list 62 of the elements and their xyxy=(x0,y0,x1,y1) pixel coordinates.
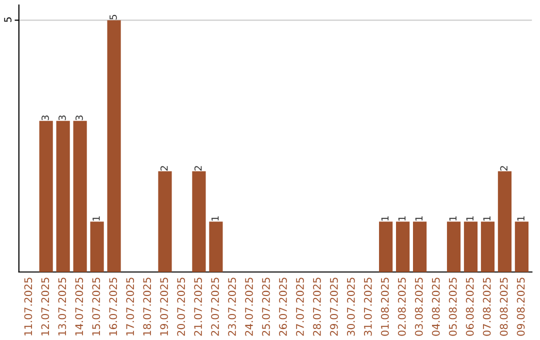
bar xyxy=(39,120,53,272)
x-tick-label: 09.08.2025 xyxy=(516,278,525,336)
x-tick-label: 24.07.2025 xyxy=(245,278,253,336)
bar xyxy=(412,222,427,272)
x-tick-label: 17.07.2025 xyxy=(126,278,134,336)
bar xyxy=(498,171,512,272)
data-label: 1 xyxy=(483,216,490,221)
data-label: 2 xyxy=(160,166,168,171)
data-label: 1 xyxy=(398,216,406,221)
bar xyxy=(464,222,478,272)
x-tick-label: 15.07.2025 xyxy=(92,278,100,336)
x-tick-label: 19.07.2025 xyxy=(160,278,168,336)
x-tick-label: 22.07.2025 xyxy=(211,278,219,336)
bar xyxy=(158,171,172,272)
data-label: 2 xyxy=(194,166,202,171)
bar xyxy=(396,222,410,272)
x-tick-label: 06.08.2025 xyxy=(466,278,474,336)
x-tick-label: 07.08.2025 xyxy=(482,278,491,336)
x-tick-label: 21.07.2025 xyxy=(194,278,202,336)
x-tick-label: 05.08.2025 xyxy=(448,278,457,336)
x-tick-label: 14.07.2025 xyxy=(75,278,84,336)
bar xyxy=(90,222,104,272)
bar xyxy=(107,20,121,272)
x-tick-label: 18.07.2025 xyxy=(143,278,152,336)
bar xyxy=(379,222,393,272)
bar xyxy=(514,222,529,272)
data-label: 1 xyxy=(449,216,456,221)
x-tick-label: 02.08.2025 xyxy=(398,278,406,336)
data-label: 3 xyxy=(42,116,49,120)
x-tick-label: 26.07.2025 xyxy=(279,278,287,336)
x-tick-label: 23.07.2025 xyxy=(228,278,236,336)
data-label: 3 xyxy=(76,116,83,120)
x-tick-label: 27.07.2025 xyxy=(296,278,304,336)
x-tick-label: 28.07.2025 xyxy=(313,278,321,336)
data-label: 1 xyxy=(92,216,100,221)
bar xyxy=(209,222,223,272)
x-tick-label: 29.07.2025 xyxy=(330,278,338,336)
bar xyxy=(446,222,461,272)
x-tick-label: 31.07.2025 xyxy=(364,278,372,336)
data-label: 1 xyxy=(381,216,388,221)
data-label: 1 xyxy=(415,216,422,221)
x-tick-label: 16.07.2025 xyxy=(109,278,118,336)
x-tick-label: 25.07.2025 xyxy=(262,278,270,336)
bar xyxy=(56,120,70,272)
bar xyxy=(480,222,495,272)
x-tick-label: 13.07.2025 xyxy=(58,278,66,336)
x-tick-label: 01.08.2025 xyxy=(380,278,389,336)
data-label: 1 xyxy=(517,216,524,221)
x-tick-label: 03.08.2025 xyxy=(414,278,423,336)
bar xyxy=(192,171,206,272)
bar xyxy=(73,120,87,272)
data-label: 1 xyxy=(466,216,474,221)
x-tick-label: 20.07.2025 xyxy=(177,278,185,336)
data-label: 3 xyxy=(58,116,66,120)
x-tick-label: 04.08.2025 xyxy=(432,278,440,336)
data-label: 2 xyxy=(500,166,508,171)
x-tick-label: 11.07.2025 xyxy=(24,278,32,336)
data-label: 5 xyxy=(110,14,117,20)
data-label: 1 xyxy=(212,216,219,221)
x-tick-label: 08.08.2025 xyxy=(500,278,508,336)
x-tick-label: 30.07.2025 xyxy=(346,278,355,336)
x-tick-label: 12.07.2025 xyxy=(41,278,50,336)
